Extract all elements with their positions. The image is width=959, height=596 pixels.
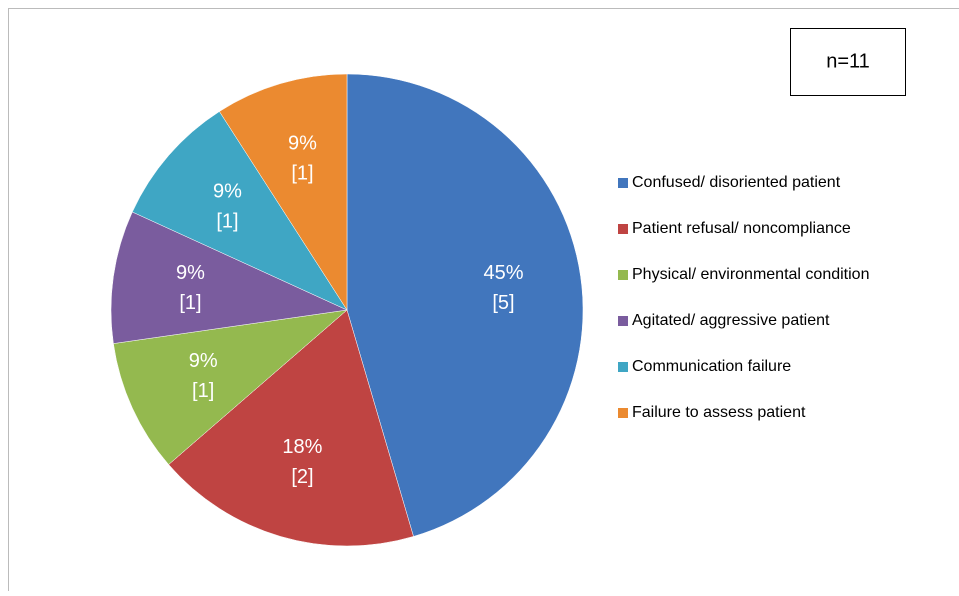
legend-swatch — [618, 178, 628, 188]
data-label: 18% — [282, 436, 322, 458]
data-label: 9% — [189, 350, 218, 372]
data-label: 9% — [213, 181, 242, 203]
legend-swatch — [618, 270, 628, 280]
data-label: 45% — [483, 262, 523, 284]
legend-label: Patient refusal/ noncompliance — [632, 220, 851, 237]
legend-label: Confused/ disoriented patient — [632, 174, 841, 191]
annotation: n=11 — [826, 50, 870, 72]
legend-label: Agitated/ aggressive patient — [632, 312, 830, 329]
data-label: 9% — [288, 133, 317, 155]
data-label: 9% — [176, 262, 205, 284]
legend-swatch — [618, 316, 628, 326]
legend-label: Physical/ environmental condition — [632, 266, 869, 283]
count-label: [1] — [192, 380, 214, 402]
legend-swatch — [618, 362, 628, 372]
legend-swatch — [618, 224, 628, 234]
legend-label: Communication failure — [632, 358, 791, 375]
legend-swatch — [618, 408, 628, 418]
count-label: [1] — [216, 211, 238, 233]
count-label: [2] — [291, 466, 313, 488]
count-label: [1] — [291, 163, 313, 185]
count-label: [5] — [492, 292, 514, 314]
legend-label: Failure to assess patient — [632, 404, 806, 421]
count-label: [1] — [179, 292, 201, 314]
